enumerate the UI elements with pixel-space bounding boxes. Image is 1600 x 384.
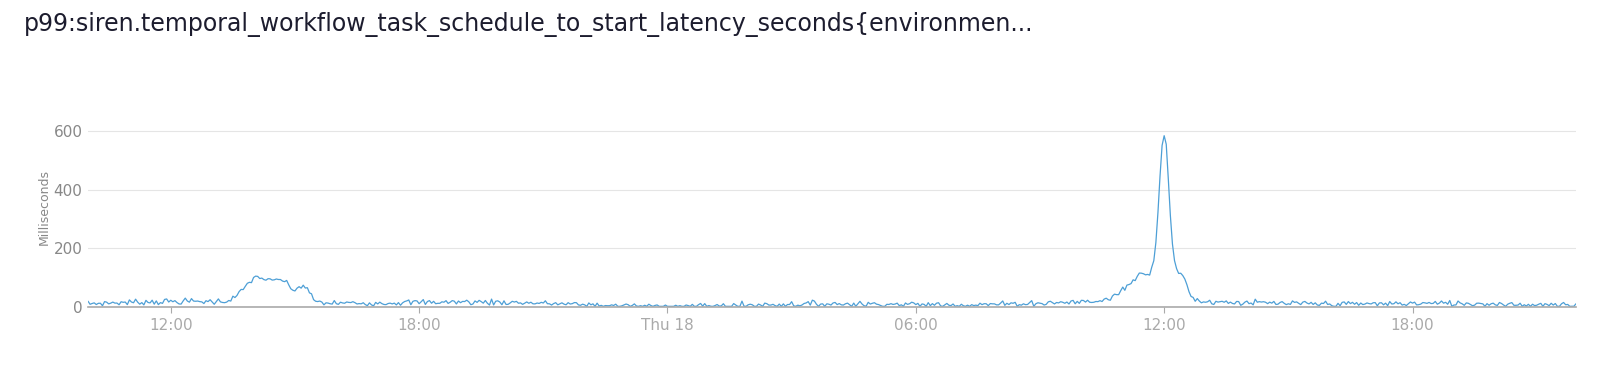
Y-axis label: Milliseconds: Milliseconds (38, 169, 51, 245)
Text: p99:siren.temporal_workflow_task_schedule_to_start_latency_seconds{environmen...: p99:siren.temporal_workflow_task_schedul… (24, 12, 1034, 36)
